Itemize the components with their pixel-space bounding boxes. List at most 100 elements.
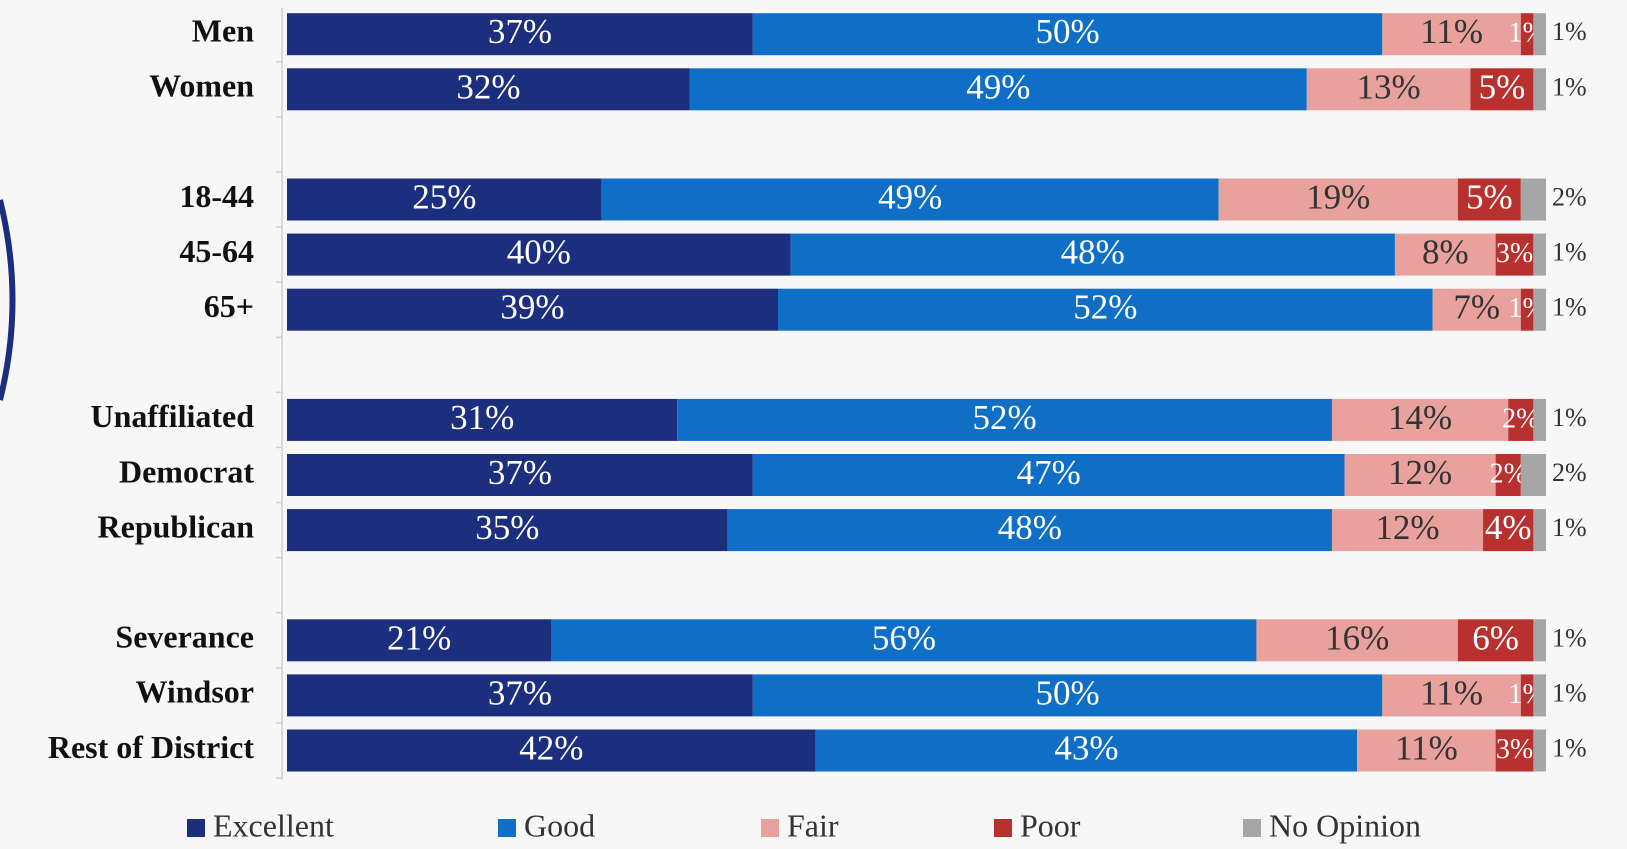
value-label: 2% <box>1502 403 1539 434</box>
value-label: 19% <box>1306 178 1370 217</box>
bar-segment <box>1457 178 1521 221</box>
legend-label: Excellent <box>213 807 334 843</box>
bar-segment <box>287 454 753 496</box>
value-label: 1% <box>1552 17 1587 46</box>
bar-segment <box>1520 13 1534 56</box>
legend-label: Fair <box>787 807 839 843</box>
value-label: 40% <box>507 233 571 272</box>
bar-segment <box>1457 619 1534 662</box>
value-label: 32% <box>456 67 520 106</box>
value-label: 1% <box>1552 72 1587 101</box>
value-label: 42% <box>519 729 583 768</box>
category-label: Unaffiliated <box>90 398 254 434</box>
legend-label: Poor <box>1020 807 1081 843</box>
category-label: Windsor <box>135 674 254 710</box>
category-label: Democrat <box>119 453 254 489</box>
bar-segment <box>1331 398 1509 441</box>
value-label: 39% <box>500 288 564 327</box>
value-label: 8% <box>1422 233 1469 272</box>
bar-segment <box>601 178 1219 221</box>
value-label: 2% <box>1490 458 1527 489</box>
bar-segment <box>1495 729 1534 772</box>
value-label: 43% <box>1054 729 1118 768</box>
category-label: Women <box>149 68 254 104</box>
bar-segment <box>1533 674 1546 717</box>
value-label: 1% <box>1552 623 1587 652</box>
bar-segment <box>1394 233 1496 276</box>
bar-segment <box>1508 398 1534 441</box>
bar-segment <box>1533 509 1546 552</box>
bar-segment <box>778 288 1433 331</box>
bar-segment <box>287 398 678 441</box>
bar-segment <box>1218 178 1458 221</box>
bar-segment <box>815 729 1358 772</box>
bar-segment <box>1520 288 1534 331</box>
bar-segment <box>287 13 753 56</box>
category-label: Rest of District <box>48 729 254 765</box>
bar-segment <box>1520 178 1546 221</box>
value-label: 12% <box>1388 453 1452 492</box>
bar-segment <box>752 674 1383 717</box>
bar-segment <box>1495 233 1534 276</box>
category-label: 65+ <box>204 288 254 324</box>
bar-segment <box>1533 13 1546 56</box>
value-label: 47% <box>1017 453 1081 492</box>
bar-segment <box>1344 454 1496 496</box>
bar-segment <box>1533 233 1546 276</box>
bar-segment <box>1533 619 1546 662</box>
legend-swatch <box>994 819 1012 837</box>
value-label: 6% <box>1472 618 1519 657</box>
value-label: 50% <box>1036 673 1100 712</box>
bar-segment <box>287 68 690 111</box>
bar-segment <box>1306 68 1471 111</box>
bar-segment <box>1357 729 1496 772</box>
value-label: 37% <box>488 453 552 492</box>
value-label: 7% <box>1453 288 1500 327</box>
category-label: 18-44 <box>179 178 254 214</box>
bar-segment <box>1533 398 1546 441</box>
bar-segment <box>1256 619 1458 662</box>
value-label: 37% <box>488 12 552 51</box>
value-label: 11% <box>1420 12 1483 51</box>
bar-segment <box>1331 509 1484 552</box>
value-label: 50% <box>1036 12 1100 51</box>
bar-segment <box>1520 454 1546 496</box>
bar-segment <box>752 13 1383 56</box>
value-label: 49% <box>966 67 1030 106</box>
legend-swatch <box>761 819 779 837</box>
bar-segment <box>677 398 1332 441</box>
bar-segment <box>287 178 602 221</box>
bar-segment <box>1533 68 1546 111</box>
value-label: 1% <box>1552 293 1587 322</box>
value-label: 1% <box>1552 513 1587 542</box>
value-label: 31% <box>450 398 514 437</box>
category-label: Men <box>192 13 254 49</box>
value-label: 48% <box>1061 233 1125 272</box>
bar-segment <box>1382 674 1521 717</box>
value-label: 4% <box>1485 508 1532 547</box>
bar-segment <box>752 454 1345 496</box>
bar-segment <box>689 68 1307 111</box>
legend-label: No Opinion <box>1269 807 1421 843</box>
bar-segment <box>287 509 728 552</box>
value-label: 52% <box>1073 288 1137 327</box>
legend-swatch <box>498 819 516 837</box>
bar-segment <box>287 233 791 276</box>
bar-segment <box>1382 13 1521 56</box>
value-label: 5% <box>1466 178 1513 217</box>
bar-segment <box>287 288 779 331</box>
value-label: 16% <box>1325 618 1389 657</box>
bar-segment <box>1432 288 1521 331</box>
bar-segment <box>1470 68 1534 111</box>
bar-segment <box>287 674 753 717</box>
category-label: Severance <box>115 619 254 655</box>
bar-segment <box>727 509 1332 552</box>
bar-segment <box>790 233 1395 276</box>
value-label: 1% <box>1552 403 1587 432</box>
value-label: 12% <box>1375 508 1439 547</box>
bar-segment <box>287 619 552 662</box>
legend-swatch <box>1243 819 1261 837</box>
value-label: 1% <box>1552 678 1587 707</box>
value-label: 25% <box>412 178 476 217</box>
